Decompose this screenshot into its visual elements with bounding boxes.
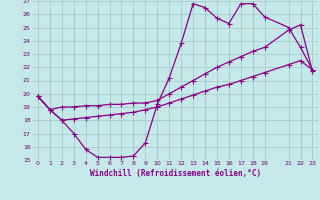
- X-axis label: Windchill (Refroidissement éolien,°C): Windchill (Refroidissement éolien,°C): [90, 169, 261, 178]
